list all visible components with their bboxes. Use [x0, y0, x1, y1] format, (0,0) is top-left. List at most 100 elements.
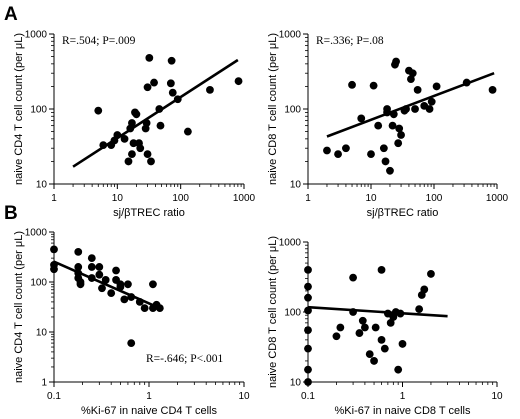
chart-1-annotation: R=.504; P=.009	[62, 35, 136, 47]
chart-3-annotation-p: P<.001	[190, 353, 223, 365]
chart-2-point	[394, 139, 403, 148]
chart-3-point	[112, 266, 120, 275]
chart-4-x-tick-label: 0.1	[301, 391, 315, 402]
chart-1-point	[136, 144, 145, 153]
panel-label-a: A	[4, 4, 18, 25]
chart-1-annotation-p: P=.009	[102, 35, 135, 47]
chart-1-point	[143, 83, 152, 92]
chart-4-y-tick-label: 10	[290, 378, 302, 389]
chart-2-point	[408, 69, 417, 78]
chart-1-point	[128, 119, 136, 127]
chart-2-point	[413, 85, 422, 94]
chart-3-point	[120, 295, 129, 304]
chart-3-x-tick-label: 10	[238, 391, 250, 402]
chart-4-x-tick-label: 10	[491, 391, 503, 402]
chart-3-y-tick-label: 1	[41, 378, 47, 389]
chart-4-point	[304, 378, 312, 386]
chart-4-point	[304, 365, 312, 374]
chart-4-point	[360, 323, 369, 332]
chart-4-point	[370, 357, 378, 365]
chart-3-point	[101, 276, 110, 284]
panel-label-b: B	[4, 203, 18, 224]
chart-1-point	[183, 127, 192, 136]
chart-1-y-label: naive CD4 T cell count (per μL)	[13, 33, 25, 185]
chart-2-point	[427, 97, 436, 106]
chart-4-point	[377, 335, 386, 344]
chart-4-point	[398, 340, 407, 348]
chart-4-point	[394, 365, 403, 374]
chart-1-x-tick-label: 10	[112, 193, 124, 204]
chart-4-point	[365, 350, 374, 359]
chart-3-trendline	[53, 260, 161, 310]
chart-2-point	[323, 146, 331, 155]
chart-4-point	[415, 305, 424, 314]
chart-4-point	[427, 270, 435, 278]
chart-4-y-label: naive CD8 T cell count (per μL)	[267, 236, 279, 388]
chart-1-annotation-r: R=.504;	[62, 35, 102, 47]
chart-3-point	[124, 280, 132, 289]
chart-4: 0.1 1 10 10 100 1000 %Ki-67 in naive CD8 T cel…	[267, 236, 503, 417]
chart-2-point	[342, 144, 350, 153]
chart-1-x-tick-label: 100	[172, 193, 189, 204]
chart-4-point	[371, 323, 380, 332]
chart-4-point	[304, 282, 312, 291]
chart-4-x-tick-label: 1	[400, 391, 406, 402]
chart-4-y-tick-label: 100	[284, 308, 301, 319]
chart-2-point	[367, 150, 375, 159]
chart-3-annotation: R=-.646; P<.001	[146, 353, 223, 365]
chart-1-point	[143, 150, 152, 159]
chart-3-point	[127, 293, 136, 301]
chart-2-y-label: naive CD8 T cell count (per μL)	[267, 33, 279, 185]
chart-1-point	[124, 157, 133, 166]
chart-3-point	[50, 245, 58, 254]
chart-2-point	[488, 85, 497, 94]
chart-1-point	[99, 141, 108, 150]
chart-2-x-tick-label: 100	[426, 193, 443, 204]
chart-4-point	[386, 318, 395, 327]
chart-3-annotation-r: R=-.646;	[146, 353, 190, 365]
chart-3-y-tick-label: 10	[36, 328, 48, 339]
chart-2-point	[462, 78, 471, 87]
chart-2-point	[334, 150, 342, 159]
chart-2-point	[411, 105, 419, 113]
chart-4-point	[420, 285, 429, 294]
chart-2-point	[383, 108, 391, 117]
chart-3-y-tick-label: 100	[30, 278, 47, 289]
chart-2-y-tick-label: 10	[290, 180, 302, 191]
chart-2-point	[402, 105, 410, 113]
chart-1-point	[150, 78, 158, 87]
chart-3-point	[87, 263, 96, 271]
chart-2-point	[388, 121, 397, 130]
chart-1-point	[145, 54, 154, 62]
chart-2-x-label: sj/βTREC ratio	[367, 207, 439, 219]
chart-1-point	[94, 106, 103, 115]
chart-2-y-tick-label: 100	[284, 105, 301, 116]
chart-1-point	[132, 110, 141, 119]
chart-2-annotation: R=.336; P=.08	[316, 35, 384, 47]
chart-1-point	[120, 134, 129, 143]
chart-3-point	[87, 274, 96, 282]
chart-2-point	[386, 166, 394, 175]
chart-3-point	[107, 289, 116, 297]
chart-2-point	[389, 110, 398, 119]
chart-3-point	[74, 247, 83, 256]
chart-3-point	[98, 284, 106, 293]
chart-1-trendline	[72, 58, 239, 168]
chart-3-point	[74, 263, 83, 271]
chart-3-x-label: %Ki-67 in naive CD4 T cells	[81, 405, 217, 417]
chart-2-y-tick-label: 1000	[279, 30, 302, 41]
chart-2-point	[374, 121, 383, 130]
chart-3-y-tick-label: 1000	[25, 228, 48, 239]
chart-1-point	[147, 157, 155, 166]
chart-2-point	[407, 75, 415, 84]
chart-1-point	[166, 79, 175, 88]
chart-1-x-tick-label: 1	[51, 193, 57, 204]
chart-3-y-label: naive CD4 T cell count (per μL)	[13, 231, 25, 383]
chart-1-y-tick-label: 1000	[25, 30, 48, 41]
chart-2-point	[432, 82, 441, 91]
chart-4-point	[355, 329, 364, 337]
chart-2-point	[392, 57, 400, 66]
